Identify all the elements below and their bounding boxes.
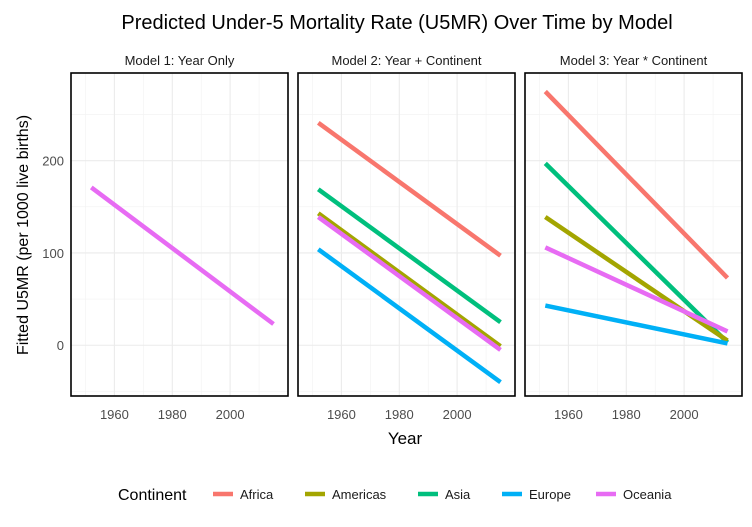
facet-panel: Model 3: Year * Continent 1960 1980 2000 bbox=[524, 53, 743, 422]
x-tick-label: 1980 bbox=[612, 407, 641, 422]
facet-strip-title: Model 1: Year Only bbox=[125, 53, 235, 68]
y-tick-label: 100 bbox=[42, 246, 64, 261]
legend-label: Americas bbox=[332, 487, 387, 502]
legend-title: Continent bbox=[118, 487, 187, 504]
legend-item-americas: Americas bbox=[305, 487, 387, 502]
panel-border bbox=[70, 72, 289, 397]
x-tick-label: 1960 bbox=[100, 407, 129, 422]
x-tick-label: 1960 bbox=[554, 407, 583, 422]
legend-item-africa: Africa bbox=[213, 487, 274, 502]
series-line-europe bbox=[316, 247, 502, 385]
series-line-oceania bbox=[316, 215, 502, 352]
y-axis-title: Fitted U5MR (per 1000 live births) bbox=[15, 115, 32, 355]
x-tick-label: 2000 bbox=[216, 407, 245, 422]
series-line-americas bbox=[316, 211, 502, 349]
series-line-americas bbox=[544, 215, 729, 343]
legend-item-asia: Asia bbox=[418, 487, 471, 502]
facet-panel: Model 2: Year + Continent 1960 1980 2000 bbox=[297, 53, 516, 422]
y-axis: 0 100 200 bbox=[42, 154, 64, 354]
legend-label: Asia bbox=[445, 487, 471, 502]
panel-border bbox=[524, 72, 743, 397]
series-line-asia bbox=[543, 161, 730, 345]
x-tick-label: 1980 bbox=[158, 407, 187, 422]
legend-item-europe: Europe bbox=[502, 487, 571, 502]
panel-border bbox=[297, 72, 516, 397]
chart-title: Predicted Under-5 Mortality Rate (U5MR) … bbox=[121, 12, 672, 34]
x-tick-label: 2000 bbox=[443, 407, 472, 422]
facet-strip-title: Model 3: Year * Continent bbox=[560, 53, 708, 68]
series-line-europe bbox=[544, 303, 728, 346]
legend: Continent Africa Americas Asia Europe Oceani… bbox=[118, 487, 672, 504]
legend-label: Europe bbox=[529, 487, 571, 502]
legend-label: Africa bbox=[240, 487, 274, 502]
x-tick-label: 2000 bbox=[670, 407, 699, 422]
facet-panel: Model 1: Year Only 1960 1980 2000 bbox=[70, 53, 289, 422]
series-line-asia bbox=[316, 187, 502, 325]
x-axis-title: Year bbox=[388, 429, 423, 448]
legend-item-oceania: Oceania bbox=[596, 487, 672, 502]
series-line-fitted bbox=[89, 185, 275, 326]
legend-label: Oceania bbox=[623, 487, 672, 502]
x-tick-label: 1980 bbox=[385, 407, 414, 422]
x-tick-label: 1960 bbox=[327, 407, 356, 422]
series-line-africa bbox=[316, 120, 502, 258]
y-tick-label: 0 bbox=[57, 338, 64, 353]
y-tick-label: 200 bbox=[42, 154, 64, 169]
series-line-oceania bbox=[544, 245, 729, 334]
series-line-africa bbox=[543, 89, 730, 280]
facet-strip-title: Model 2: Year + Continent bbox=[332, 53, 482, 68]
